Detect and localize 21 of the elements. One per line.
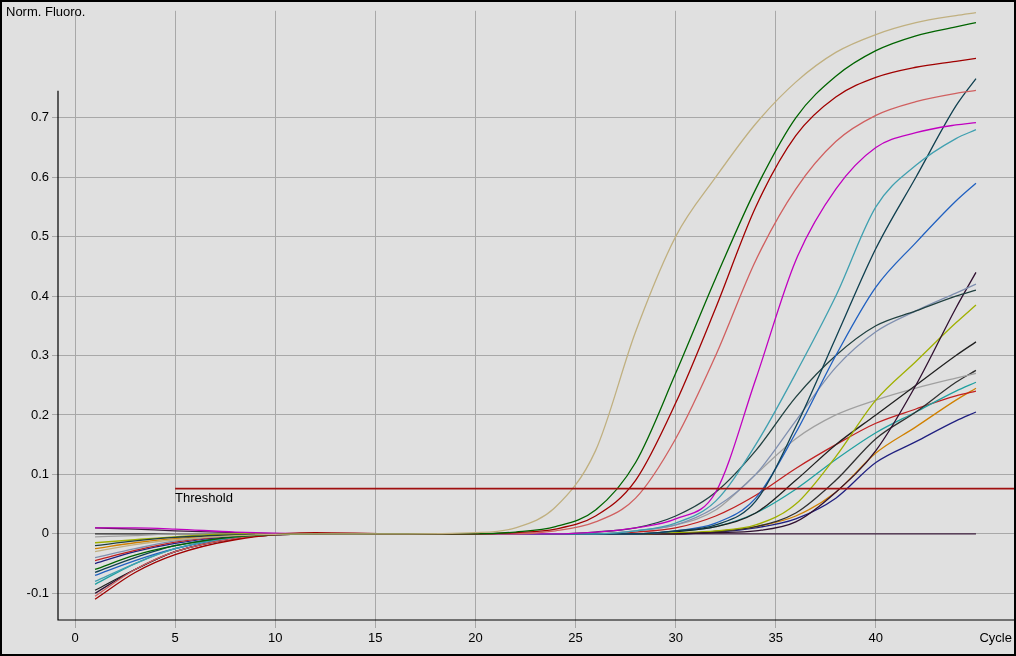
- x-tick-label: 20: [468, 630, 483, 646]
- x-tick-label: 10: [267, 630, 283, 646]
- y-tick-label: 0.6: [30, 168, 49, 184]
- ref-line-label: Threshold: [175, 489, 233, 505]
- y-tick-label: 0.1: [30, 465, 49, 481]
- x-tick-label: 5: [171, 630, 179, 646]
- x-tick-label: 40: [868, 630, 884, 646]
- x-tick-label: 30: [668, 630, 683, 646]
- y-tick-label: -0.1: [26, 584, 49, 600]
- y-axis-title: Norm. Fluoro.: [6, 4, 86, 20]
- x-axis-title: Cycle: [979, 630, 1012, 646]
- y-tick-label: 0.3: [30, 347, 49, 363]
- y-tick-label: 0: [41, 525, 49, 541]
- x-tick-label: 0: [71, 630, 79, 646]
- x-tick-label: 35: [768, 630, 783, 646]
- y-tick-label: 0.7: [30, 109, 49, 125]
- x-tick-label: 25: [568, 630, 583, 646]
- x-tick-label: 15: [368, 630, 383, 646]
- y-tick-label: 0.4: [30, 287, 49, 303]
- y-tick-label: 0.5: [30, 228, 49, 244]
- y-tick-label: 0.2: [30, 406, 49, 422]
